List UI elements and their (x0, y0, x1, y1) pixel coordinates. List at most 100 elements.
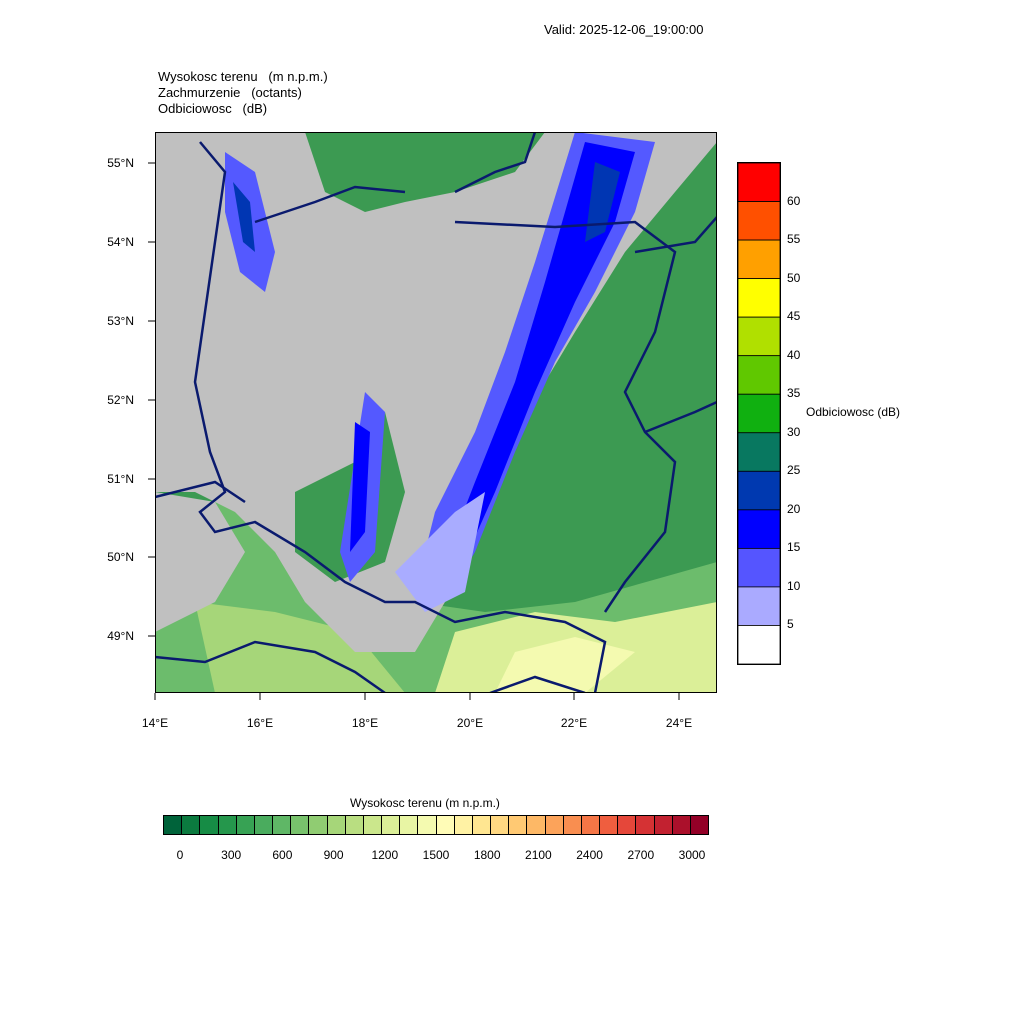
reflectivity-colorbar (737, 162, 781, 665)
hungary-border (489, 675, 586, 693)
terrain-legend-title: Wysokosc terenu (m n.p.m.) (350, 796, 500, 810)
lon-label-14: 14°E (141, 716, 169, 730)
terrain-swatch (291, 816, 310, 834)
lat-label-54: 54°N (107, 235, 134, 249)
reflectivity-swatch (737, 393, 781, 434)
lat-label-55: 55°N (107, 156, 134, 170)
coast-gdansk (454, 132, 537, 194)
reflectivity-swatch (737, 432, 781, 472)
reflectivity-tick-label: 50 (787, 270, 801, 285)
reflectivity-tick-label: 25 (787, 463, 801, 478)
terrain-swatch (491, 816, 510, 834)
poland-west-south-border (193, 141, 607, 693)
lat-label-50: 50°N (107, 550, 134, 564)
terrain-swatch (436, 816, 455, 834)
refl-core-west (233, 182, 255, 252)
lon-label-18: 18°E (351, 716, 379, 730)
reflectivity-tick-label: 55 (787, 232, 801, 247)
austria-border (155, 640, 386, 693)
reflectivity-swatch (737, 547, 781, 588)
terrain-tick-label: 2400 (576, 848, 603, 862)
reflectivity-tick-label: 45 (787, 309, 801, 324)
terrain-swatch (509, 816, 528, 834)
map-frame (155, 132, 717, 693)
ukraine-border (644, 400, 717, 434)
terrain-tick-label: 900 (323, 848, 344, 862)
terrain-swatch (363, 816, 383, 834)
terrain-tick-label: 600 (272, 848, 293, 862)
terrain-swatch (345, 816, 364, 834)
terrain-swatch (254, 816, 274, 834)
lat-label-53: 53°N (107, 314, 134, 328)
terrain-swatch (600, 816, 619, 834)
terrain-swatch (472, 816, 492, 834)
reflectivity-swatch (737, 625, 781, 665)
terrain-swatch (400, 816, 419, 834)
terrain-swatch (618, 816, 637, 834)
belarus-border (634, 216, 717, 254)
refl-max-east (585, 162, 620, 242)
lat-ticks (148, 162, 155, 637)
reflectivity-tick-label: 40 (787, 347, 801, 362)
refl-band-south (395, 492, 485, 612)
terrain-swatch (672, 816, 691, 834)
reflectivity-swatch (737, 162, 781, 202)
terrain-colorbar (163, 815, 709, 835)
terrain-swatch (273, 816, 292, 834)
terrain-swatch (454, 816, 473, 834)
terrain-swatch (418, 816, 437, 834)
terrain-tick-label: 1500 (422, 848, 450, 862)
reflectivity-swatch (737, 355, 781, 395)
reflectivity-swatch (737, 278, 781, 318)
lon-label-22: 22°E (560, 716, 588, 730)
reflectivity-swatch (737, 239, 781, 280)
terrain-swatch (690, 816, 709, 834)
terrain-swatch (527, 816, 546, 834)
terrain-swatch (218, 816, 237, 834)
lon-label-16: 16°E (246, 716, 274, 730)
lat-label-51: 51°N (107, 472, 134, 486)
reflectivity-tick-label: 60 (787, 193, 801, 208)
lon-label-24: 24°E (665, 716, 693, 730)
baltic-coast (254, 185, 406, 224)
terrain-swatch (581, 816, 601, 834)
terrain-swatch (164, 816, 183, 834)
terrain-swatch (545, 816, 564, 834)
valid-time-label: Valid: 2025-12-06_19:00:00 (544, 22, 704, 37)
terrain-tick-label: 3000 (678, 848, 706, 862)
terrain-swatch (200, 816, 219, 834)
reflectivity-swatches (737, 162, 781, 665)
terrain-swatch (636, 816, 655, 834)
lon-ticks (154, 693, 680, 700)
reflectivity-legend-title: Odbiciowosc (dB) (806, 405, 901, 419)
reflectivity-tick-label: 5 (787, 617, 794, 632)
reflectivity-tick-label: 20 (787, 501, 801, 516)
terrain-swatch (309, 816, 328, 834)
reflectivity-swatch (737, 201, 781, 241)
terrain-swatch (327, 816, 346, 834)
reflectivity-swatch (737, 316, 781, 357)
refl-core-east (440, 142, 635, 582)
terrain-tick-label: 0 (176, 848, 184, 862)
reflectivity-tick-label: 35 (787, 386, 801, 401)
terrain-swatch (563, 816, 582, 834)
weather-map[interactable] (155, 132, 717, 693)
terrain-swatch (382, 816, 401, 834)
terrain-tick-label: 300 (221, 848, 242, 862)
lat-label-49: 49°N (107, 629, 134, 643)
reflectivity-swatch (737, 470, 781, 511)
header-cloud-label: Zachmurzenie (octants) (158, 85, 302, 100)
reflectivity-tick-label: 10 (787, 578, 801, 593)
terrain-tick-label: 2100 (525, 848, 552, 862)
header-reflectivity-label: Odbiciowosc (dB) (158, 101, 268, 116)
czech-border-west (155, 480, 246, 504)
lon-label-20: 20°E (456, 716, 484, 730)
terrain-swatch (182, 816, 201, 834)
terrain-swatch (236, 816, 255, 834)
header-terrain-label: Wysokosc terenu (m n.p.m.) (158, 69, 328, 84)
reflectivity-tick-label: 30 (787, 424, 801, 439)
terrain-swatch (654, 816, 673, 834)
terrain-tick-label: 1200 (371, 848, 399, 862)
reflectivity-tick-label: 15 (787, 540, 801, 555)
refl-core-central (350, 422, 370, 552)
